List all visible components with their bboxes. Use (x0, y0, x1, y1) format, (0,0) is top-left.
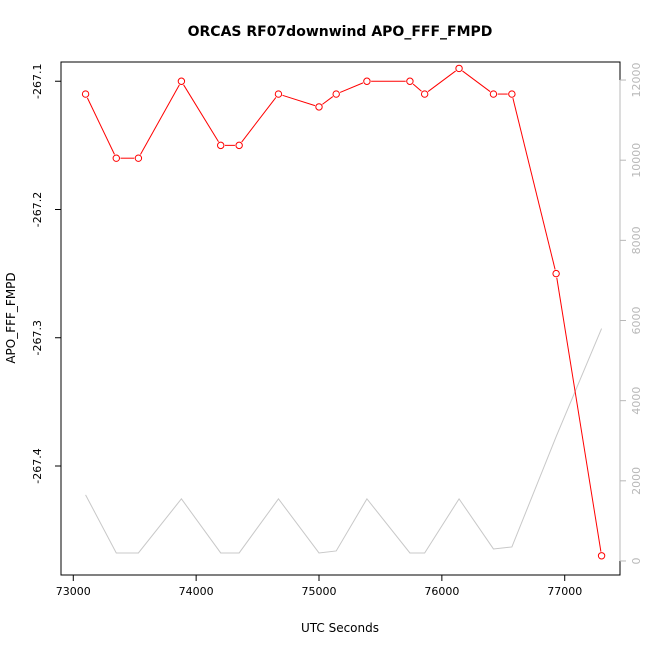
series-segment-apo (322, 96, 334, 105)
y2-tick-label: 4000 (630, 387, 643, 415)
y2-tick-label: 12000 (630, 63, 643, 98)
x-tick-label: 76000 (424, 585, 459, 598)
data-point-apo (112, 154, 120, 162)
y-tick-label: -267.1 (31, 64, 44, 99)
y-tick-label: -267.4 (31, 448, 44, 483)
y2-tick-label: 6000 (630, 307, 643, 335)
data-point-apo (597, 552, 606, 560)
x-axis: 73000 74000 75000 76000 77000 (56, 574, 582, 598)
series-line-secondary (85, 328, 603, 554)
y-tick-label: -267.3 (31, 320, 44, 355)
series-segment-apo (339, 82, 364, 93)
data-point-apo (235, 141, 243, 150)
series-segment-apo (140, 84, 180, 155)
y2-tick-label: 8000 (630, 226, 643, 254)
x-tick-label: 75000 (302, 585, 337, 598)
data-point-apo (134, 154, 143, 162)
y2-tick-label: 2000 (630, 467, 643, 495)
series-segment-apo (512, 98, 556, 270)
plot-frame (60, 61, 621, 576)
chart-title: ORCAS RF07downwind APO_FFF_FMPD (188, 24, 493, 40)
series-segment-apo (183, 84, 219, 143)
series-segment-apo (282, 94, 316, 107)
data-point-apo (217, 141, 225, 150)
series-segment-apo (556, 277, 602, 552)
x-tick-label: 77000 (547, 585, 582, 598)
series-segment-apo (241, 97, 277, 143)
data-point-apo (332, 90, 340, 98)
x-axis-label: UTC Seconds (301, 621, 379, 635)
data-point-apo (315, 103, 323, 111)
data-point-apo (274, 90, 283, 98)
data-point-apo (177, 77, 186, 85)
y-axis-right: 0 2000 4000 6000 8000 10000 12000 (619, 63, 643, 564)
data-point-apo (455, 64, 463, 73)
series-segment-apo (462, 70, 491, 92)
series-layer (81, 64, 606, 560)
data-point-apo (363, 77, 371, 85)
data-point-apo (81, 90, 90, 98)
data-point-apo (508, 90, 516, 98)
series-segment-apo (427, 70, 456, 92)
y-tick-label: -267.2 (31, 192, 44, 227)
series-segment-apo (86, 97, 115, 155)
data-point-apo (552, 269, 560, 278)
data-point-apo (406, 77, 414, 85)
y-axis-left: -267.1 -267.2 -267.3 -267.4 (31, 64, 62, 484)
series-segment-apo (412, 83, 422, 92)
x-tick-label: 73000 (56, 585, 91, 598)
y2-tick-label: 0 (630, 557, 643, 564)
y2-tick-label: 10000 (630, 143, 643, 178)
data-point-apo (489, 90, 498, 98)
y-axis-label: APO_FFF_FMPD (4, 272, 18, 363)
data-point-apo (420, 90, 429, 98)
x-tick-label: 74000 (179, 585, 214, 598)
